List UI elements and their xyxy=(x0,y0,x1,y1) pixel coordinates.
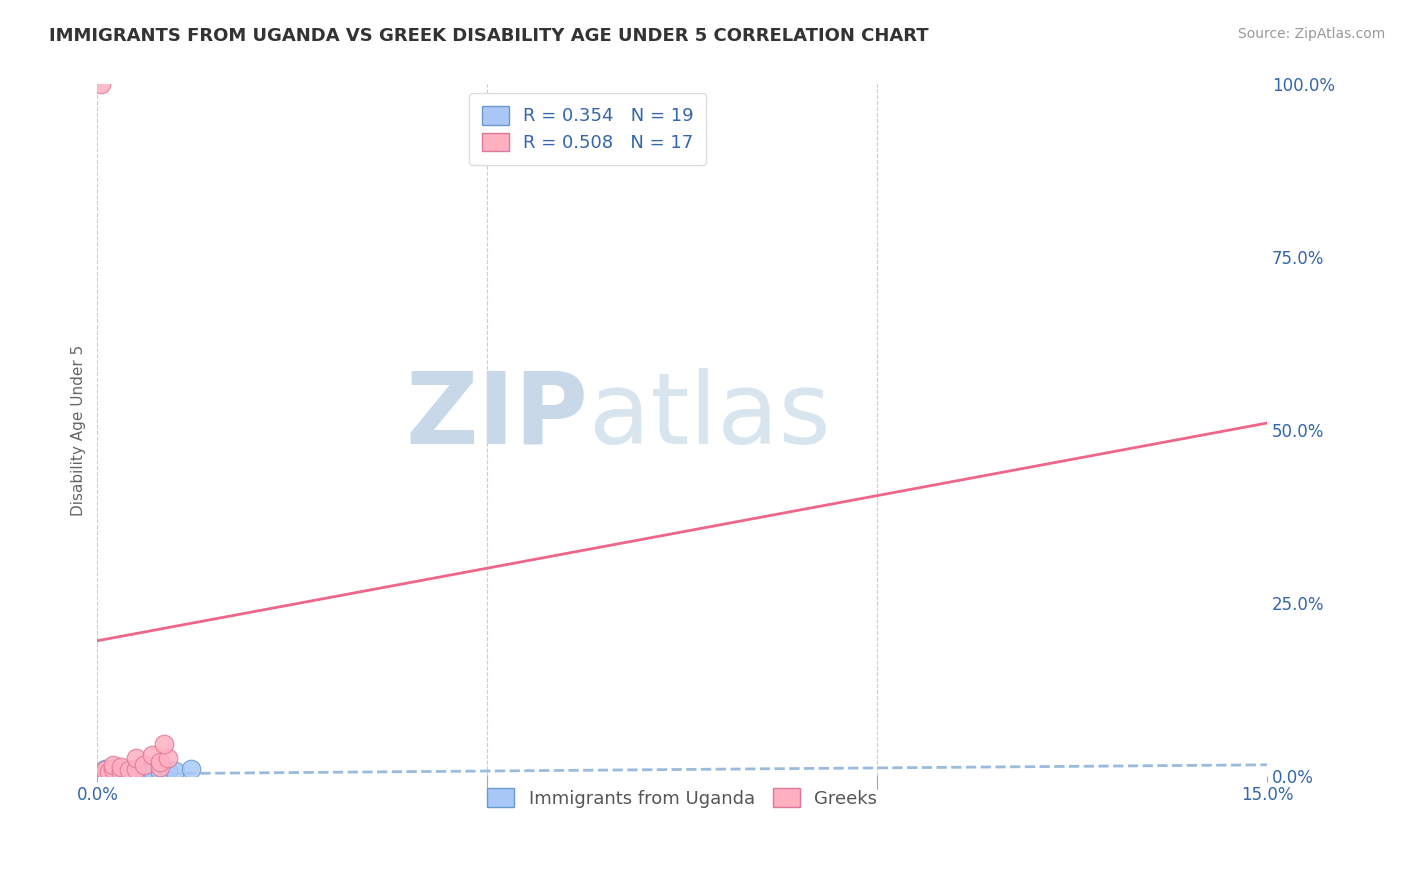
Point xyxy=(165,764,187,778)
Point xyxy=(94,762,117,776)
Text: ZIP: ZIP xyxy=(406,368,589,465)
Point xyxy=(117,763,139,777)
Point xyxy=(101,762,124,776)
Point xyxy=(90,766,112,780)
Point xyxy=(156,763,179,777)
Point xyxy=(134,758,156,772)
Point xyxy=(141,764,163,779)
Point xyxy=(94,765,117,780)
Point xyxy=(101,762,124,776)
Point xyxy=(101,764,124,779)
Point xyxy=(110,765,132,780)
Legend: Immigrants from Uganda, Greeks: Immigrants from Uganda, Greeks xyxy=(479,781,884,815)
Point xyxy=(125,764,148,778)
Point xyxy=(94,764,117,778)
Point xyxy=(149,755,172,769)
Point xyxy=(101,766,124,780)
Point xyxy=(98,765,121,780)
Point xyxy=(110,763,132,777)
Text: atlas: atlas xyxy=(589,368,830,465)
Point xyxy=(110,765,132,780)
Point xyxy=(90,78,112,92)
Point xyxy=(117,765,139,780)
Text: IMMIGRANTS FROM UGANDA VS GREEK DISABILITY AGE UNDER 5 CORRELATION CHART: IMMIGRANTS FROM UGANDA VS GREEK DISABILI… xyxy=(49,27,929,45)
Point xyxy=(125,762,148,776)
Point xyxy=(141,747,163,762)
Point xyxy=(156,751,179,765)
Point xyxy=(110,764,132,779)
Point xyxy=(101,758,124,772)
Point xyxy=(180,762,202,776)
Point xyxy=(134,765,156,780)
Point xyxy=(149,760,172,774)
Text: Source: ZipAtlas.com: Source: ZipAtlas.com xyxy=(1237,27,1385,41)
Point xyxy=(98,765,121,780)
Point xyxy=(110,760,132,774)
Point xyxy=(149,765,172,780)
Point xyxy=(94,766,117,780)
Point xyxy=(125,751,148,765)
Point xyxy=(94,763,117,777)
Point xyxy=(152,738,174,752)
Y-axis label: Disability Age Under 5: Disability Age Under 5 xyxy=(72,344,86,516)
